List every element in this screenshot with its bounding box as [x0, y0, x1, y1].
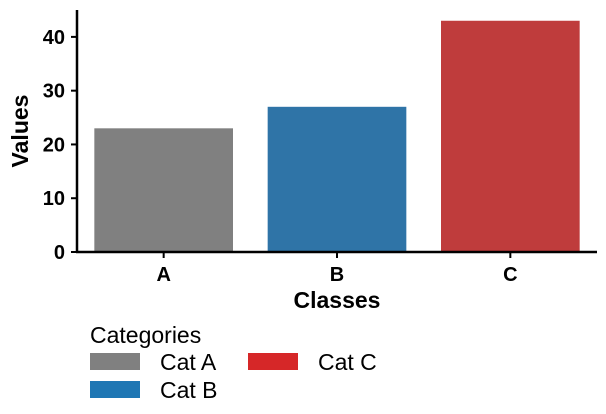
x-axis-title: Classes [294, 287, 381, 313]
y-tick-label: 30 [43, 81, 65, 103]
x-tick-label: C [503, 264, 517, 286]
x-tick-label: B [330, 264, 344, 286]
bar-a [94, 128, 233, 252]
legend-label-2: Cat B [160, 377, 218, 403]
legend-swatch-1 [90, 353, 140, 370]
y-tick-label: 10 [43, 188, 65, 210]
bars [94, 20, 580, 253]
y-tick-label: 0 [54, 242, 65, 264]
bar-c [441, 20, 580, 253]
x-axis-ticks: A B C [156, 252, 518, 286]
y-tick-label: 40 [43, 27, 65, 49]
y-axis-title: Values [7, 95, 33, 168]
legend-title: Categories [90, 322, 201, 348]
y-axis-ticks: 0 10 20 30 40 [43, 27, 77, 264]
bar-b [267, 106, 407, 252]
legend-swatch-3 [248, 353, 298, 370]
x-tick-label: A [156, 264, 170, 286]
legend-label-3: Cat C [318, 349, 377, 375]
legend-swatch-2 [90, 381, 140, 398]
legend-label-1: Cat A [160, 349, 217, 375]
y-tick-label: 20 [43, 134, 65, 156]
plot-area: 0 10 20 30 40 A B C [43, 10, 597, 286]
